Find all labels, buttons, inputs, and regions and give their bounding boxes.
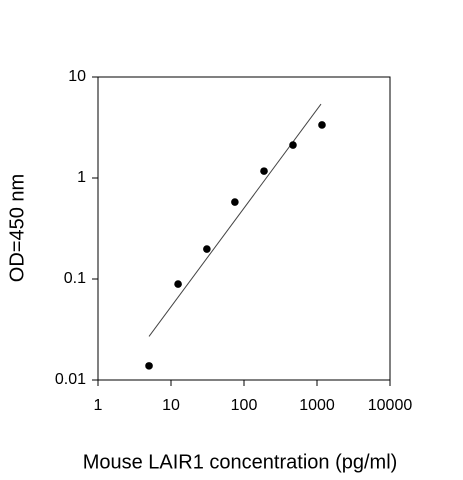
trend-line [148,103,322,337]
y-axis-title: OD=450 nm [6,174,28,282]
data-point [260,167,268,175]
y-tick-label: 0.01 [55,371,86,388]
x-tick-label: 10 [162,397,180,414]
x-tick-label: 1000 [299,397,335,414]
data-point [318,121,326,129]
y-tick-label: 0.1 [64,270,86,287]
y-tick-label: 10 [68,68,86,85]
x-tick-label: 1 [94,397,103,414]
data-point [289,141,297,149]
plot-frame [97,76,391,381]
data-point [231,198,239,206]
data-point [203,245,211,253]
y-tick-label: 1 [77,169,86,186]
x-tick-label: 100 [231,397,258,414]
x-axis-title: Mouse LAIR1 concentration (pg/ml) [83,451,398,473]
data-point [145,362,153,370]
x-tick-label: 10000 [368,397,413,414]
data-point [174,280,182,288]
